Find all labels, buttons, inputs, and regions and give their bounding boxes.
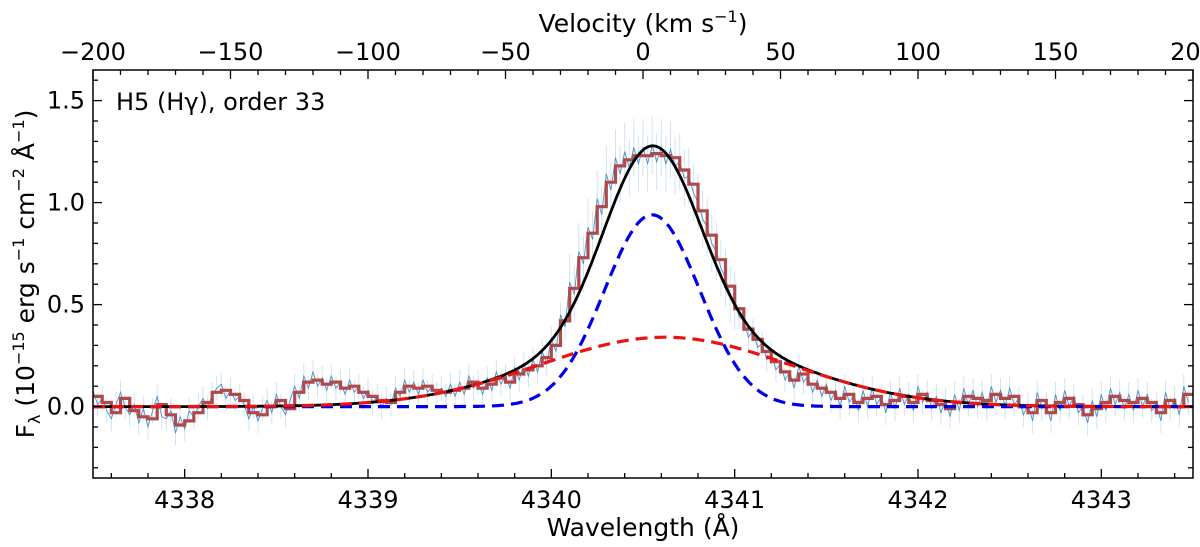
x-tick-label: 4342 [887,486,948,514]
top-tick-label: 50 [765,38,796,66]
y-title-t3: cm [11,192,40,238]
y-title-t2: erg s [11,261,40,331]
y-axis-title: Fλ (10−15 erg s−1 cm−2 Å−1) [9,110,44,439]
binned-spectrum-step [93,152,1193,427]
top-tick-label: 100 [895,38,941,66]
y-title-t4: Å [11,143,40,168]
top-tick-label: 150 [1033,38,1079,66]
annotation-label: H5 (Hγ), order 33 [116,88,325,116]
raw-spectrum-line [93,143,1189,434]
x-tick-label: 4341 [704,486,765,514]
plot-data-layer [93,116,1193,446]
y-title-e3: −2 [9,168,28,192]
top-axis-title-exp: −1 [714,7,738,26]
y-title-t1: (10 [11,365,40,415]
y-tick-label: 0.5 [47,291,85,319]
x-tick-label: 4339 [337,486,398,514]
top-axis-title-main: Velocity (km s [539,9,715,38]
x-tick-label: 4338 [154,486,215,514]
y-title-t5: ) [11,110,40,120]
top-tick-label: −200 [60,38,126,66]
top-axis-title: Velocity (km s−1) [539,7,748,38]
top-tick-label: −150 [198,38,264,66]
axis-ticks: 4338 4339 4340 4341 4342 4343 −200 −150 −100 −50 0… [47,38,1200,514]
x-tick-label: 4343 [1071,486,1132,514]
y-tick-label: 0.0 [47,393,85,421]
top-tick-label: 0 [635,38,650,66]
x-axis-title: Wavelength (Å) [547,513,740,542]
y-title-e4: −1 [9,119,28,143]
y-tick-label: 1.0 [47,189,85,217]
top-tick-label: 200 [1170,38,1200,66]
broad-component-curve [93,335,1193,409]
narrow-component-curve [93,213,1193,409]
raw-error-bars [93,116,1189,446]
y-title-e2: −1 [9,238,28,262]
y-title-lambda: λ [25,415,44,424]
top-tick-label: −100 [335,38,401,66]
y-title-f: F [11,424,40,438]
top-axis-title-close: ) [738,9,748,38]
y-title-e1: −15 [9,331,28,365]
y-tick-label: 1.5 [47,87,85,115]
x-tick-label: 4340 [521,486,582,514]
top-tick-label: −50 [480,38,531,66]
total-model-curve [93,144,1193,409]
